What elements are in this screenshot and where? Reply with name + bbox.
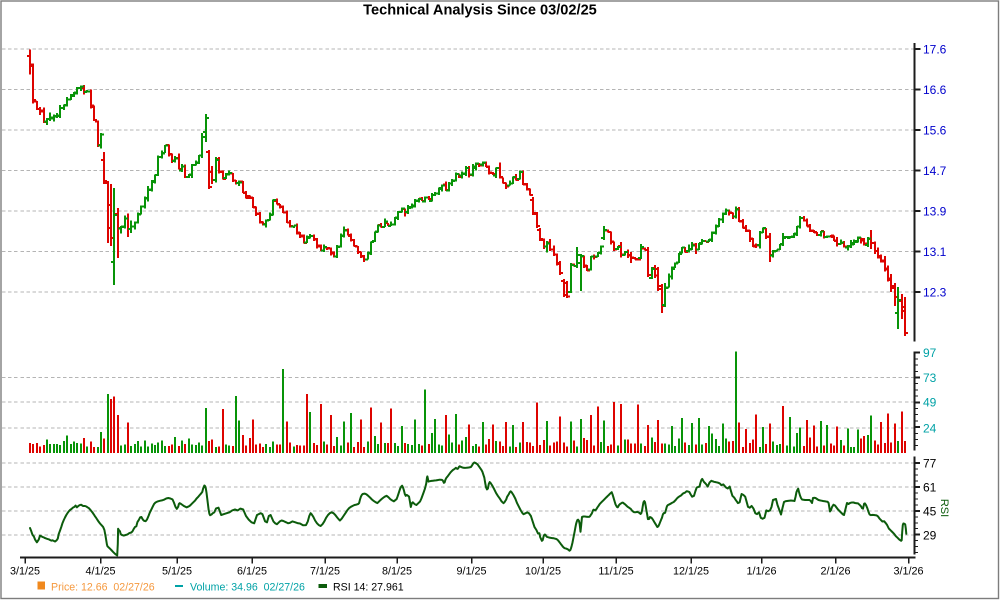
svg-text:1/1/26: 1/1/26 (746, 566, 776, 578)
svg-text:3/1/25: 3/1/25 (10, 566, 40, 578)
svg-text:73: 73 (923, 371, 937, 385)
svg-text:97: 97 (923, 346, 937, 360)
svg-text:16.6: 16.6 (923, 83, 947, 97)
svg-text:Volume: 34.96 02/27/26: Volume: 34.96 02/27/26 (190, 582, 305, 594)
svg-text:RSI: RSI (938, 499, 950, 517)
svg-text:49: 49 (923, 396, 937, 410)
svg-text:3/1/26: 3/1/26 (893, 566, 923, 578)
svg-text:24: 24 (923, 422, 937, 436)
svg-text:Price: 12.66 02/27/26: Price: 12.66 02/27/26 (51, 582, 155, 594)
svg-text:10/1/25: 10/1/25 (525, 566, 561, 578)
svg-text:5/1/25: 5/1/25 (162, 566, 192, 578)
svg-text:14.7: 14.7 (923, 164, 947, 178)
svg-text:61: 61 (923, 480, 937, 494)
svg-text:8/1/25: 8/1/25 (382, 566, 412, 578)
svg-text:11/1/25: 11/1/25 (598, 566, 633, 578)
svg-text:RSI 14: 27.961: RSI 14: 27.961 (333, 582, 404, 594)
svg-text:4/1/25: 4/1/25 (85, 566, 115, 578)
svg-text:17.6: 17.6 (923, 43, 947, 57)
svg-text:9/1/25: 9/1/25 (456, 566, 486, 578)
svg-text:7/1/25: 7/1/25 (310, 566, 340, 578)
svg-text:13.1: 13.1 (923, 245, 947, 259)
svg-text:12.3: 12.3 (923, 286, 947, 300)
svg-text:13.9: 13.9 (923, 205, 947, 219)
svg-text:12/1/25: 12/1/25 (673, 566, 709, 578)
svg-text:45: 45 (923, 504, 937, 518)
svg-text:15.6: 15.6 (923, 124, 947, 138)
svg-text:Technical Analysis Since 03/02: Technical Analysis Since 03/02/25 (363, 3, 597, 19)
svg-text:6/1/25: 6/1/25 (237, 566, 267, 578)
svg-text:77: 77 (923, 457, 937, 471)
svg-text:2/1/26: 2/1/26 (820, 566, 850, 578)
svg-text:29: 29 (923, 528, 937, 542)
